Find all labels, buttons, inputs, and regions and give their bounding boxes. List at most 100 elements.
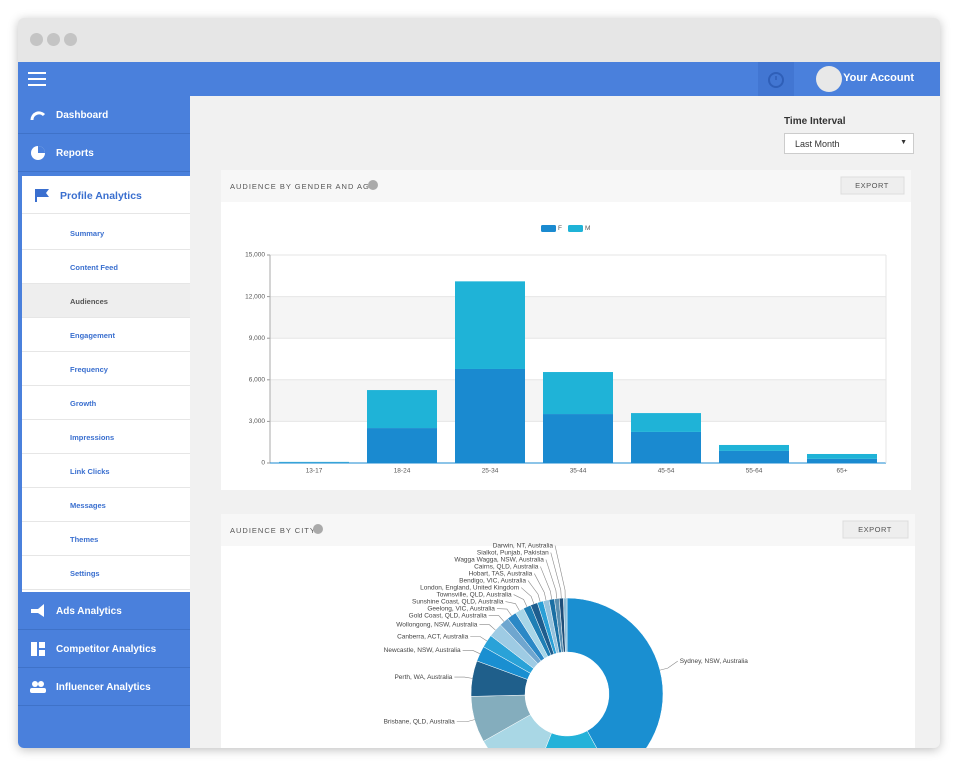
nav-item[interactable]: Ads Analytics	[18, 592, 190, 630]
slice-label: Geelong, VIC, Australia	[427, 605, 495, 612]
export-button[interactable]	[840, 176, 905, 195]
bar-segment	[807, 453, 877, 459]
submenu-item[interactable]: Impressions	[22, 420, 190, 454]
info-icon[interactable]	[313, 524, 323, 534]
submenu-label: Themes	[70, 535, 99, 544]
y-tick-label: 3,000	[249, 418, 266, 425]
legend-swatch	[568, 225, 583, 232]
x-tick-label: 13-17	[306, 468, 323, 475]
interval-select[interactable]: Last Month ▼	[784, 133, 914, 154]
submenu-label: Summary	[70, 229, 105, 238]
info-icon[interactable]	[368, 180, 378, 190]
export-label[interactable]: EXPORT	[858, 525, 892, 534]
x-tick-label: 55-64	[746, 468, 763, 475]
bar-segment	[631, 413, 701, 432]
slice-label: Canberra, ACT, Australia	[397, 633, 469, 640]
select-value: Last Month	[795, 139, 840, 149]
leader-line	[550, 552, 562, 599]
submenu-item[interactable]: Settings	[22, 556, 190, 590]
leader-line	[470, 636, 488, 642]
y-tick-label: 15,000	[245, 252, 265, 259]
slice-label: Townsville, QLD, Australia	[436, 591, 512, 598]
y-tick-label: 0	[261, 460, 265, 467]
slice-label: Sydney, NSW, Australia	[680, 658, 749, 665]
submenu-label: Content Feed	[70, 263, 118, 272]
submenu-label: Audiences	[70, 297, 108, 306]
slice-label: Wollongong, NSW, Australia	[396, 621, 478, 628]
panel-title: AUDIENCE BY CITY	[230, 526, 316, 535]
export-label[interactable]: EXPORT	[855, 181, 889, 190]
bar-segment	[367, 428, 437, 463]
account-name[interactable]: Your Account	[843, 72, 914, 84]
nav-item[interactable]: Reports	[18, 134, 190, 172]
submenu-item[interactable]: Messages	[22, 488, 190, 522]
submenu-label: Frequency	[70, 365, 108, 374]
nav-item[interactable]: Influencer Analytics	[18, 668, 190, 706]
slice-label: Wagga Wagga, NSW, Australia	[454, 556, 544, 563]
bar-segment	[719, 450, 789, 463]
x-tick-label: 65+	[836, 468, 847, 475]
x-tick-label: 45-54	[658, 468, 675, 475]
submenu-item[interactable]: Growth	[22, 386, 190, 420]
leader-line	[527, 580, 541, 602]
y-tick-label: 6,000	[249, 377, 266, 384]
leader-line	[554, 545, 566, 599]
slice-label: Hobart, TAS, Australia	[469, 570, 533, 577]
slice-label: London, England, United Kingdom	[420, 584, 519, 591]
x-tick-label: 35-44	[570, 468, 587, 475]
bar-segment	[631, 431, 701, 463]
title-bar	[18, 18, 940, 62]
slice-label: Sunshine Coast, QLD, Australia	[412, 598, 504, 605]
sidebar: Dashboard Reports Profile Analytics Summ…	[18, 96, 190, 748]
y-tick-label: 9,000	[249, 335, 266, 342]
slice-label: Bendigo, VIC, Australia	[459, 577, 526, 584]
submenu-label: Messages	[70, 501, 106, 510]
submenu-item[interactable]: Link Clicks	[22, 454, 190, 488]
submenu-item[interactable]: Content Feed	[22, 250, 190, 284]
bar-segment	[543, 414, 613, 463]
y-tick-label: 12,000	[245, 293, 265, 300]
alarm-button[interactable]	[758, 62, 794, 96]
window-dot	[30, 33, 43, 46]
submenu-label: Impressions	[70, 433, 115, 442]
submenu-item[interactable]: Summary	[22, 216, 190, 250]
panel-header	[221, 170, 911, 202]
top-bar: Your Account	[18, 62, 940, 96]
leader-line	[513, 594, 528, 607]
leader-line	[456, 719, 475, 723]
submenu: Profile Analytics Summary Content Feed Aud…	[22, 176, 190, 592]
pie-slice	[563, 597, 568, 653]
submenu-item[interactable]: Themes	[22, 522, 190, 556]
leader-line	[496, 608, 512, 616]
export-button[interactable]	[842, 520, 909, 539]
submenu-item[interactable]: Audiences	[22, 284, 190, 318]
panel-header	[221, 514, 915, 546]
submenu-item[interactable]: Engagement	[22, 318, 190, 352]
x-tick-label: 18-24	[394, 468, 411, 475]
leader-line	[659, 660, 678, 671]
submenu-label: Growth	[70, 399, 97, 408]
bar-segment	[455, 368, 525, 463]
nav-item[interactable]: Competitor Analytics	[18, 630, 190, 668]
slice-label: Newcastle, NSW, Australia	[384, 647, 461, 654]
leader-line	[488, 615, 505, 622]
leader-line	[545, 559, 558, 599]
leader-line	[505, 601, 520, 611]
submenu-label: Engagement	[70, 331, 116, 340]
slice-label: Perth, WA, Australia	[394, 674, 452, 681]
grid-band	[270, 296, 886, 339]
submenu-item[interactable]: Frequency	[22, 352, 190, 386]
bar-segment	[719, 444, 789, 451]
slice-label: Darwin, NT, Australia	[493, 542, 554, 549]
bar-segment	[543, 372, 613, 415]
menu-icon[interactable]	[28, 71, 48, 87]
slice-label: Gold Coast, QLD, Australia	[409, 612, 487, 619]
avatar[interactable]	[816, 66, 842, 92]
nav-item[interactable]: Dashboard	[18, 96, 190, 134]
window-dot	[64, 33, 77, 46]
nav-item-active[interactable]: Profile Analytics	[22, 176, 190, 214]
pie-slice	[566, 597, 664, 748]
pie-slice	[545, 730, 597, 748]
leader-line	[540, 566, 552, 600]
